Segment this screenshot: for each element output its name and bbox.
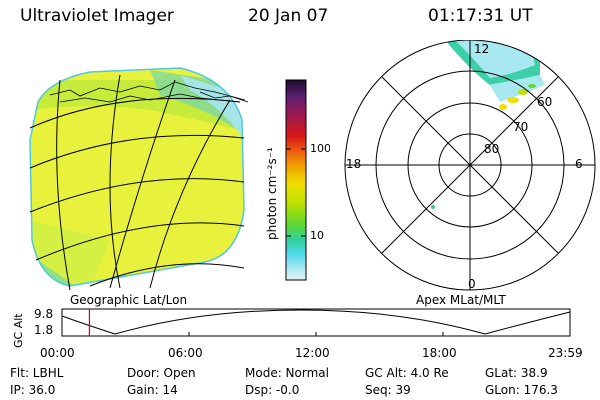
instrument-title: Ultraviolet Imager bbox=[20, 6, 174, 26]
mlt-label-18: 18 bbox=[346, 157, 361, 171]
gc-alt-info: GC Alt: 4.0 Re bbox=[365, 366, 449, 380]
altitude-y-label: GC Alt bbox=[12, 313, 25, 348]
colorbar-gradient bbox=[285, 79, 307, 281]
glat-info: GLat: 38.9 bbox=[485, 366, 548, 380]
mlat-label-70: 70 bbox=[513, 120, 528, 134]
mode-info: Mode: Normal bbox=[245, 366, 329, 380]
dsp-info: Dsp: -0.0 bbox=[245, 383, 300, 397]
polar-labels: 12 18 6 0 60 70 80 bbox=[346, 42, 583, 291]
altitude-x-tick-labels: 00:00 06:00 12:00 18:00 23:59 bbox=[40, 346, 583, 360]
glon-info: GLon: 176.3 bbox=[485, 383, 558, 397]
x-tick-0600: 06:00 bbox=[168, 346, 203, 360]
polar-grid bbox=[344, 40, 596, 291]
x-tick-2359: 23:59 bbox=[548, 346, 583, 360]
altitude-x-ticks bbox=[188, 332, 444, 336]
altitude-strip: GC Alt 9.8 1.8 00:00 06:00 12:00 18:00 2… bbox=[12, 307, 583, 360]
altitude-tick-top: 9.8 bbox=[34, 307, 53, 321]
date-label: 20 Jan 07 bbox=[248, 6, 329, 26]
colorbar-tick-label-100: 100 bbox=[310, 142, 330, 155]
colorbar-unit-label: photon cm⁻²s⁻¹ bbox=[265, 147, 279, 240]
altitude-curve bbox=[61, 309, 571, 335]
colorbar-tick-label-10: 10 bbox=[310, 229, 324, 242]
filter-info: Flt: LBHL bbox=[10, 366, 64, 380]
mlt-label-6: 6 bbox=[575, 157, 583, 171]
altitude-tick-bottom: 1.8 bbox=[34, 323, 53, 337]
colorbar: 100 10 photon cm⁻²s⁻¹ bbox=[265, 79, 330, 281]
geo-map-label: Geographic Lat/Lon bbox=[70, 293, 188, 307]
polar-aurora-image bbox=[431, 40, 545, 209]
globe-image bbox=[29, 67, 245, 287]
ip-info: IP: 36.0 bbox=[10, 383, 56, 397]
x-tick-0000: 00:00 bbox=[40, 346, 75, 360]
gain-info: Gain: 14 bbox=[127, 383, 178, 397]
x-tick-1800: 18:00 bbox=[422, 346, 457, 360]
mlt-label-0: 0 bbox=[468, 277, 476, 291]
coastlines bbox=[49, 81, 249, 103]
geographic-map bbox=[29, 67, 249, 291]
mlat-label-60: 60 bbox=[537, 95, 552, 109]
mlt-label-12: 12 bbox=[474, 42, 489, 56]
door-info: Door: Open bbox=[127, 366, 196, 380]
seq-info: Seq: 39 bbox=[365, 383, 411, 397]
polar-plot: 12 18 6 0 60 70 80 bbox=[344, 40, 596, 291]
x-tick-1200: 12:00 bbox=[295, 346, 330, 360]
time-label: 01:17:31 UT bbox=[428, 6, 533, 26]
polar-plot-label: Apex MLat/MLT bbox=[416, 293, 506, 307]
mlat-label-80: 80 bbox=[484, 142, 499, 156]
